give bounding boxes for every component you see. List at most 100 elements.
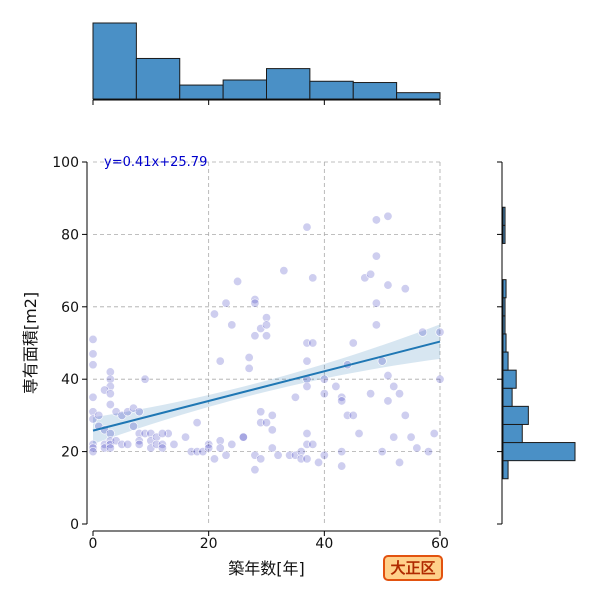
data-point	[348, 338, 358, 348]
data-point	[227, 320, 237, 330]
y-hist-bar	[502, 460, 509, 480]
data-point	[250, 295, 260, 305]
data-point	[192, 418, 202, 428]
regression-line-group: y=0.41x+25.79	[92, 155, 441, 432]
data-point	[215, 443, 225, 453]
data-point	[366, 389, 376, 399]
data-point	[88, 407, 98, 417]
regression-line	[92, 340, 441, 432]
data-point	[308, 273, 318, 283]
data-point	[290, 392, 300, 402]
data-point	[302, 454, 312, 464]
data-point	[250, 298, 260, 308]
data-point	[302, 356, 312, 366]
data-point	[209, 309, 219, 319]
data-point	[423, 447, 433, 457]
data-point	[123, 407, 133, 417]
data-point	[261, 313, 271, 323]
y-marginal-histogram	[497, 161, 576, 525]
data-point	[371, 320, 381, 330]
data-point	[400, 410, 410, 420]
y-hist-bar	[502, 297, 506, 317]
data-point	[157, 428, 167, 438]
data-point	[389, 381, 399, 391]
y-tick-label: 100	[52, 155, 79, 171]
data-point	[250, 465, 260, 475]
scatter-points	[88, 211, 445, 475]
data-point	[105, 367, 115, 377]
data-point	[244, 352, 254, 362]
x-tick-label: 0	[89, 536, 98, 552]
data-point	[412, 443, 422, 453]
data-point	[105, 443, 115, 453]
data-point	[360, 273, 370, 283]
data-point	[389, 432, 399, 442]
data-point	[418, 327, 428, 337]
data-point	[256, 324, 266, 334]
data-point	[395, 389, 405, 399]
data-point	[406, 432, 416, 442]
data-point	[117, 410, 127, 420]
data-point	[146, 443, 156, 453]
district-badge: 大正区	[383, 555, 443, 581]
data-point	[105, 381, 115, 391]
y-hist-bar	[502, 442, 576, 462]
data-point	[100, 385, 110, 395]
data-point	[250, 450, 260, 460]
data-point	[128, 403, 138, 413]
y-hist-bar	[502, 369, 517, 389]
data-point	[273, 450, 283, 460]
data-point	[88, 360, 98, 370]
data-point	[105, 374, 115, 384]
x-hist-bar	[352, 82, 398, 100]
data-point	[111, 407, 121, 417]
data-point	[400, 284, 410, 294]
data-point	[319, 450, 329, 460]
data-point	[157, 443, 167, 453]
data-point	[383, 371, 393, 381]
x-hist-bar	[179, 84, 224, 100]
data-point	[88, 414, 98, 424]
data-point	[395, 457, 405, 467]
data-point	[134, 407, 144, 417]
data-point	[227, 439, 237, 449]
x-axis-title: 築年数[年]	[228, 559, 305, 578]
data-point	[215, 356, 225, 366]
data-point	[314, 457, 324, 467]
axes: 0 20 40 60 0 20 40 60 80 100	[52, 155, 449, 552]
data-point	[337, 396, 347, 406]
data-point	[377, 447, 387, 457]
data-point	[111, 436, 121, 446]
y-hist-bar	[502, 423, 523, 444]
data-point	[209, 454, 219, 464]
confidence-band-area	[93, 324, 440, 444]
data-point	[261, 331, 271, 341]
data-point	[169, 439, 179, 449]
data-point	[302, 381, 312, 391]
data-point	[371, 298, 381, 308]
x-tick-label: 40	[315, 536, 333, 552]
data-point	[105, 389, 115, 399]
x-tick-label: 60	[431, 536, 449, 552]
y-tick-label: 80	[61, 227, 79, 243]
x-marginal-histogram	[92, 22, 441, 105]
data-point	[319, 389, 329, 399]
data-point	[290, 450, 300, 460]
y-hist-bar	[502, 206, 506, 226]
data-point	[88, 439, 98, 449]
data-point	[204, 443, 214, 453]
data-point	[238, 432, 248, 442]
data-point	[308, 439, 318, 449]
data-point	[146, 436, 156, 446]
data-point	[105, 428, 115, 438]
data-point	[337, 392, 347, 402]
data-point	[337, 461, 347, 471]
data-point	[152, 432, 162, 442]
data-point	[250, 331, 260, 341]
data-point	[221, 298, 231, 308]
grid-lines	[93, 161, 441, 524]
data-point	[348, 410, 358, 420]
data-point	[215, 436, 225, 446]
y-hist-bar	[502, 224, 506, 244]
